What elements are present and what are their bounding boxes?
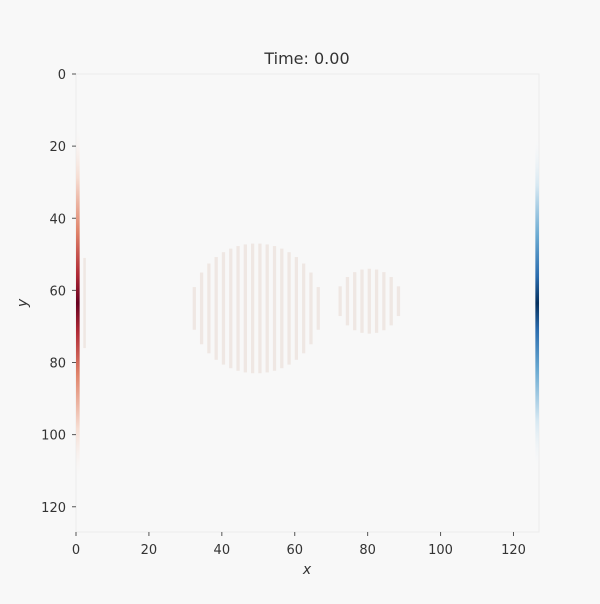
large-circular-obstacle-stripe-1 (199, 272, 204, 345)
small-circular-obstacle-stripe-4 (367, 268, 371, 334)
y-tick-label: 20 (49, 140, 66, 155)
large-circular-obstacle-stripe-3 (214, 257, 218, 360)
y-tick-label: 100 (41, 429, 66, 444)
x-tick-label: 60 (286, 543, 303, 558)
x-tick-label: 120 (501, 543, 526, 558)
large-circular-obstacle-stripe-13 (287, 252, 291, 365)
small-circular-obstacle-stripe-2 (353, 272, 357, 331)
large-circular-obstacle-stripe-8 (250, 243, 255, 374)
x-tick-label: 100 (428, 543, 453, 558)
large-circular-obstacle-stripe-10 (265, 244, 269, 373)
small-circular-obstacle-stripe-3 (360, 269, 364, 333)
small-circular-obstacle (338, 268, 401, 334)
large-circular-obstacle-stripe-9 (258, 243, 262, 374)
small-circular-obstacle-stripe-5 (374, 269, 379, 333)
large-circular-obstacle-stripe-2 (207, 263, 211, 354)
large-circular-obstacle-stripe-11 (272, 246, 277, 371)
small-circular-obstacle-stripe-6 (382, 272, 386, 331)
large-circular-obstacle-stripe-16 (309, 272, 313, 345)
small-circular-obstacle-stripe-1 (345, 277, 350, 326)
large-circular-obstacle-stripe-0 (192, 287, 196, 330)
x-tick-label: 20 (141, 543, 158, 558)
small-circular-obstacle-stripe-7 (389, 277, 393, 326)
x-axis-label: x (302, 562, 312, 578)
y-tick-label: 0 (58, 68, 66, 83)
plot-area (75, 73, 540, 533)
large-circular-obstacle-stripe-4 (221, 252, 226, 365)
y-tick-label: 60 (49, 284, 66, 299)
x-tick-label: 40 (214, 543, 231, 558)
small-circular-obstacle-stripe-8 (396, 286, 401, 317)
y-tick-label: 40 (49, 212, 66, 227)
axes: 0 20 40 60 80 100 120 0 20 40 60 80 100 120 (41, 68, 526, 558)
large-circular-obstacle-stripe-17 (316, 287, 320, 330)
y-tick-label: 80 (49, 357, 66, 372)
large-circular-obstacle-stripe-12 (280, 248, 284, 369)
heatmap-features (76, 124, 539, 482)
y-axis-label: y (15, 298, 31, 308)
large-circular-obstacle-stripe-15 (302, 263, 306, 354)
left-boundary-source (76, 124, 80, 482)
large-circular-obstacle-stripe-7 (243, 244, 247, 373)
large-circular-obstacle-stripe-14 (294, 257, 299, 360)
small-circular-obstacle-stripe-0 (338, 286, 342, 317)
large-circular-obstacle-stripe-6 (236, 246, 240, 371)
large-circular-obstacle-stripe-5 (229, 248, 233, 369)
large-circular-obstacle (192, 243, 320, 374)
x-tick-label: 80 (359, 543, 376, 558)
y-tick-label: 120 (41, 501, 66, 516)
right-boundary-sink (535, 135, 539, 471)
left-boundary-faint-column (83, 257, 86, 349)
x-tick-label: 0 (72, 543, 80, 558)
chart-title: Time: 0.00 (263, 49, 349, 68)
